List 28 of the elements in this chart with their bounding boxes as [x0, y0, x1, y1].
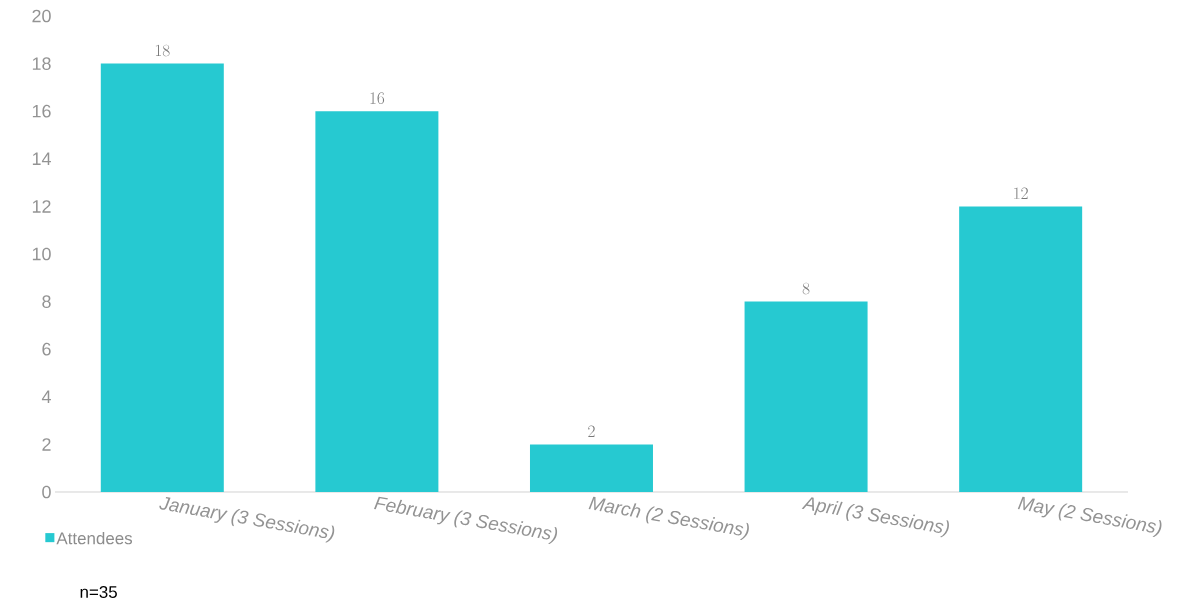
legend-label: Attendees — [56, 531, 133, 545]
data-label: 12 — [1014, 187, 1028, 199]
bar — [315, 111, 439, 492]
y-tick-label: 20 — [32, 9, 51, 23]
x-tick-label: April (3 Sessions) — [801, 497, 949, 538]
x-tick-label: January (3 Sessions) — [159, 496, 335, 543]
x-tick-label: May (2 Sessions) — [1017, 496, 1162, 537]
y-tick-label: 8 — [42, 295, 51, 308]
data-label: 8 — [802, 282, 810, 295]
y-tick-label: 12 — [32, 200, 51, 213]
y-tick-label: 4 — [41, 390, 51, 403]
y-tick-label: 18 — [32, 57, 51, 70]
x-tick-label: March (2 Sessions) — [588, 496, 749, 540]
y-tick-label: 16 — [32, 104, 51, 118]
y-tick-label: 0 — [42, 485, 51, 499]
bar — [744, 301, 868, 492]
y-tick-label: 2 — [42, 438, 51, 451]
y-tick-label: 10 — [32, 247, 51, 261]
bar — [529, 444, 653, 492]
text: n=35 — [80, 586, 117, 598]
data-label: 18 — [155, 44, 170, 57]
bar — [959, 206, 1083, 492]
bar — [100, 63, 224, 492]
data-label: 2 — [588, 425, 595, 437]
y-tick-label: 14 — [32, 152, 51, 165]
x-tick-label: February (3 Sessions) — [373, 496, 558, 544]
y-tick-label: 6 — [42, 342, 51, 356]
data-label: 16 — [370, 92, 385, 104]
